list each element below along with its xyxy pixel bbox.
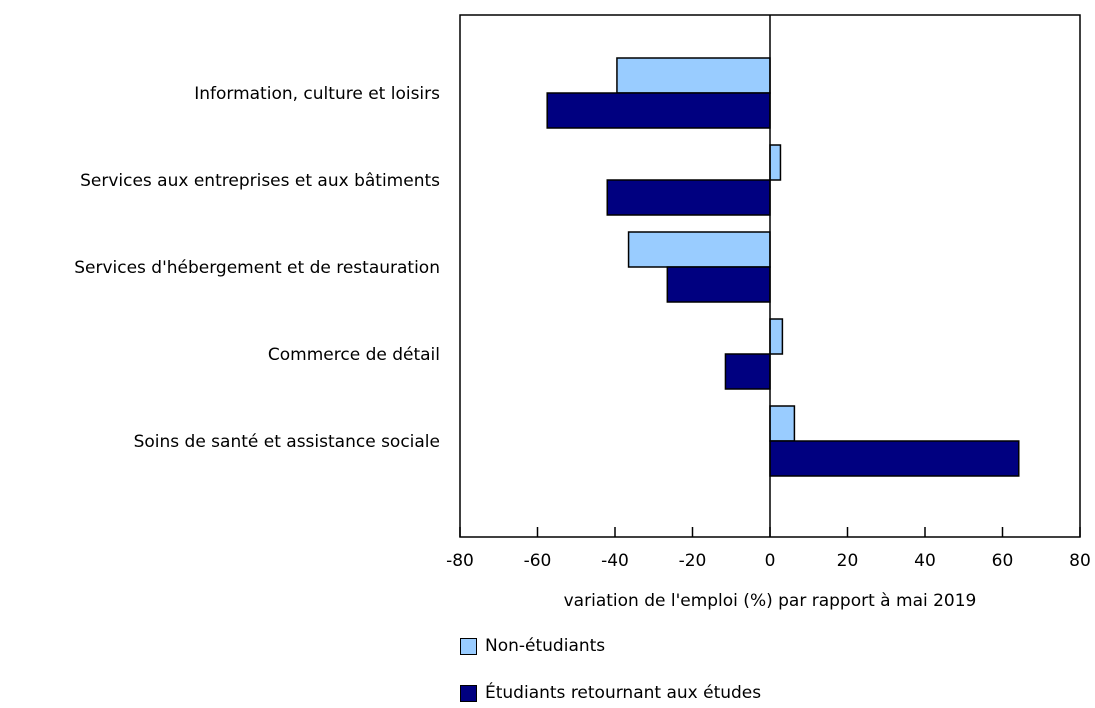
legend-label-students: Étudiants retournant aux études [485,683,762,703]
legend-label-non-students: Non-étudiants [485,636,606,656]
x-tick-label: 0 [765,551,776,571]
category-label-commerce-de-detail: Commerce de détail [268,345,440,365]
legend-item-students: Étudiants retournant aux études [460,683,761,703]
bar-non-students-services-d-hebergement-et-de-restauration [627,231,771,268]
legend-swatch-non-students [460,637,477,655]
category-label-services-d-hebergement-et-de-restauration: Services d'hébergement et de restauratio… [74,258,440,278]
category-label-soins-de-sante-et-assistance-sociale: Soins de santé et assistance sociale [134,432,440,452]
bar-non-students-soins-de-sante-et-assistance-sociale [769,405,796,442]
bar-students-commerce-de-detail [724,353,771,390]
bar-students-services-aux-entreprises-et-aux-batiments [606,179,771,216]
bar-non-students-commerce-de-detail [769,318,784,355]
x-tick-label: -60 [524,551,552,571]
x-axis-label: variation de l'emploi (%) par rapport à … [564,591,977,611]
bar-students-information-culture-et-loisirs [546,92,771,129]
x-tick-label: -40 [601,551,629,571]
bar-students-soins-de-sante-et-assistance-sociale [769,440,1020,477]
legend-item-non-students: Non-étudiants [460,636,605,656]
category-labels: Information, culture et loisirs Services … [74,84,440,452]
bar-non-students-services-aux-entreprises-et-aux-batiments [769,144,782,181]
bar-non-students-information-culture-et-loisirs [616,57,771,94]
x-tick-label: 40 [914,551,936,571]
x-tick-label: -20 [679,551,707,571]
legend-swatch-students [460,684,477,702]
x-tick-label: 60 [992,551,1014,571]
category-label-services-aux-entreprises-et-aux-batiments: Services aux entreprises et aux bâtiment… [80,171,440,191]
x-axis-ticks: -80 -60 -40 -20 0 20 40 60 80 [446,527,1091,571]
x-tick-label: 20 [837,551,859,571]
bars-layer [546,57,1020,477]
x-tick-label: 80 [1069,551,1091,571]
bar-students-services-d-hebergement-et-de-restauration [666,266,771,303]
category-label-information-culture-et-loisirs: Information, culture et loisirs [194,84,440,104]
x-tick-label: -80 [446,551,474,571]
